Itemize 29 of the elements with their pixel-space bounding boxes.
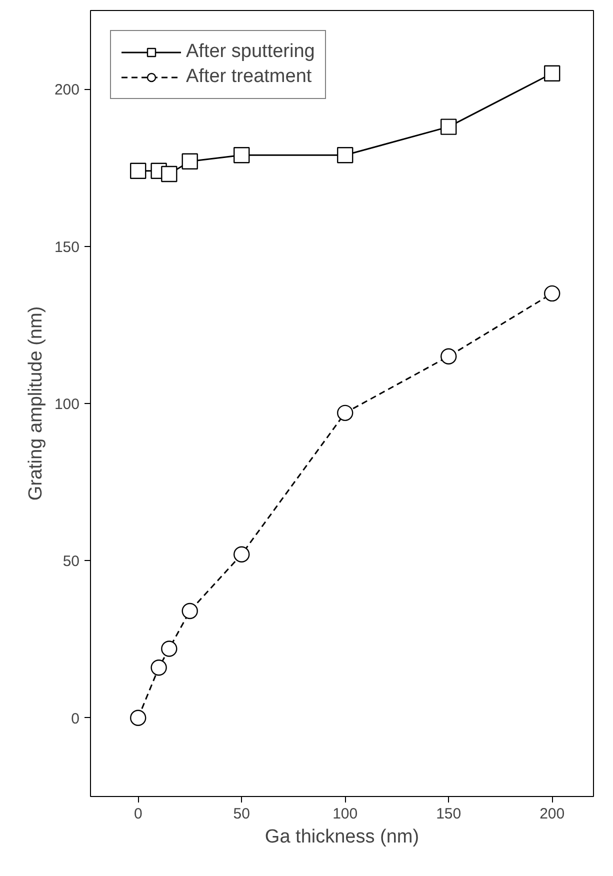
- y-tick-label: 150: [54, 238, 80, 256]
- y-tick-label: 0: [71, 710, 80, 728]
- y-tick-label: 200: [54, 82, 80, 99]
- point: [440, 348, 457, 364]
- point: [182, 602, 198, 620]
- point: [337, 147, 354, 164]
- point: [161, 640, 178, 657]
- point: [234, 147, 250, 164]
- point: [440, 118, 457, 135]
- legend-label: After sputtering: [186, 41, 315, 63]
- y-tick-label: 100: [54, 396, 80, 413]
- point: [130, 162, 146, 179]
- point: [150, 660, 167, 676]
- point: [234, 546, 250, 562]
- point: [182, 153, 198, 170]
- y-tick-label: 50: [62, 553, 80, 570]
- point: [544, 65, 560, 82]
- x-tick-label: 150: [436, 806, 462, 822]
- x-tick-label: 100: [332, 806, 358, 822]
- point: [161, 166, 178, 182]
- point: [544, 285, 560, 302]
- y-axis-title: Grating amplitude (nm): [25, 306, 46, 501]
- point: [130, 710, 146, 726]
- x-tick-label: 50: [233, 806, 250, 822]
- x-tick-label: 200: [540, 806, 565, 822]
- x-tick-label: 0: [134, 806, 142, 822]
- legend-label: After treatment: [186, 66, 312, 88]
- point: [337, 404, 354, 422]
- x-axis-title: Ga thickness (nm): [264, 826, 420, 848]
